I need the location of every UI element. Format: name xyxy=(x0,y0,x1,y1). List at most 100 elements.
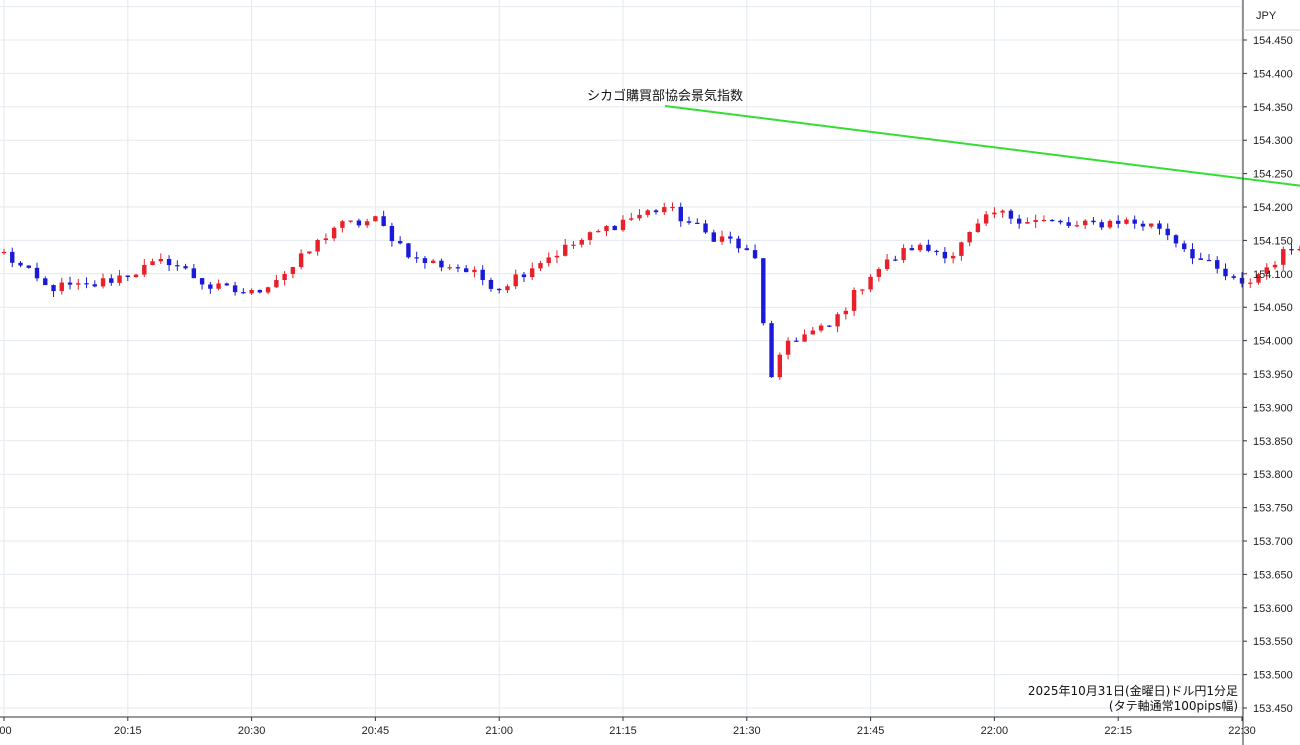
candle-body xyxy=(1066,222,1071,226)
candle xyxy=(307,251,312,255)
candle xyxy=(1239,272,1245,288)
candle-body xyxy=(992,212,997,215)
candle-body xyxy=(257,289,263,293)
candle-body xyxy=(794,340,799,342)
candle-body xyxy=(381,216,386,226)
x-tick-label: 22:15 xyxy=(1104,725,1132,737)
candle-body xyxy=(265,287,271,293)
x-tick-label: 22:30 xyxy=(1228,725,1256,737)
x-tick-label: 20:45 xyxy=(362,725,390,737)
x-tick-label: 20:15 xyxy=(114,725,142,737)
candle xyxy=(818,323,824,333)
y-tick-label: 153.750 xyxy=(1253,503,1293,515)
candle-body xyxy=(117,275,122,283)
y-tick-label: 153.500 xyxy=(1253,670,1293,682)
candle-body xyxy=(563,244,568,256)
candle xyxy=(1099,219,1104,230)
candle xyxy=(298,249,304,270)
candle-body xyxy=(1157,223,1162,229)
candle xyxy=(1289,243,1294,255)
candle-body xyxy=(133,274,139,278)
candle xyxy=(439,258,444,272)
candle xyxy=(596,229,601,233)
candle-body xyxy=(76,283,81,285)
candle-body xyxy=(752,250,758,259)
candle-body xyxy=(51,285,56,292)
candle xyxy=(554,250,560,264)
y-tick-label: 154.100 xyxy=(1253,269,1293,281)
candle xyxy=(703,219,708,234)
candle-body xyxy=(1091,220,1096,223)
candle xyxy=(1149,223,1154,229)
event-annotation: シカゴ購買部協会景気指数 xyxy=(587,88,1300,187)
candle xyxy=(150,258,155,266)
candle-body xyxy=(224,283,230,286)
candle-series xyxy=(1,202,1300,380)
candle-body xyxy=(1140,223,1146,227)
candle-body xyxy=(1190,249,1195,259)
candle xyxy=(752,244,758,260)
candle-body xyxy=(967,232,972,243)
candle xyxy=(1025,217,1030,224)
candle xyxy=(1049,218,1055,222)
candle-body xyxy=(340,221,345,228)
x-tick-label: 21:45 xyxy=(857,725,885,737)
candle xyxy=(274,274,279,288)
candle-body xyxy=(67,282,73,285)
candle-body xyxy=(604,225,609,232)
candle xyxy=(1165,223,1170,241)
candle xyxy=(761,258,766,326)
candle-body xyxy=(389,225,395,242)
candle-body xyxy=(843,310,849,315)
candle xyxy=(199,277,205,290)
candle xyxy=(1256,272,1261,285)
candle xyxy=(1091,217,1096,225)
candle-body xyxy=(934,250,939,253)
candle xyxy=(810,326,816,335)
candle-body xyxy=(711,232,716,242)
candle xyxy=(719,230,725,245)
candle xyxy=(983,210,989,227)
candle xyxy=(653,209,659,215)
candle-body xyxy=(430,260,436,263)
y-tick-label: 154.150 xyxy=(1253,235,1293,247)
candle-body xyxy=(232,285,238,293)
candle xyxy=(1190,243,1195,265)
candle xyxy=(183,263,188,270)
candle xyxy=(257,289,263,294)
candle xyxy=(472,266,477,278)
candle xyxy=(133,273,139,278)
candle xyxy=(191,263,197,279)
candle-body xyxy=(1082,220,1088,226)
candle-body xyxy=(356,220,362,226)
candle-body xyxy=(917,244,923,251)
candle xyxy=(1107,219,1113,230)
candle xyxy=(406,242,411,259)
candle-body xyxy=(1008,210,1014,219)
candle-body xyxy=(950,255,956,259)
candle-body xyxy=(926,244,931,251)
candle-body xyxy=(175,265,180,267)
candle-body xyxy=(554,255,560,258)
candle-body xyxy=(1215,260,1220,269)
chart-caption: 2025年10月31日(金曜日)ドル円1分足 (タテ軸通常100pips幅) xyxy=(1028,683,1238,713)
candle xyxy=(942,247,948,264)
candle-body xyxy=(777,354,783,378)
candle-body xyxy=(1116,220,1121,224)
candle xyxy=(232,281,238,296)
candle-body xyxy=(1289,249,1294,251)
candle xyxy=(51,284,56,297)
candle-body xyxy=(769,323,774,378)
candle-body xyxy=(810,330,816,335)
candle-body xyxy=(670,206,675,209)
candle-body xyxy=(84,283,89,285)
candle xyxy=(670,202,675,212)
candle-body xyxy=(942,251,948,259)
candle-body xyxy=(1239,277,1245,284)
y-tick-label: 154.400 xyxy=(1253,68,1293,80)
y-tick-label: 154.200 xyxy=(1253,202,1293,214)
candle xyxy=(744,244,749,251)
candle-body xyxy=(695,222,700,225)
candle-body xyxy=(463,268,469,273)
